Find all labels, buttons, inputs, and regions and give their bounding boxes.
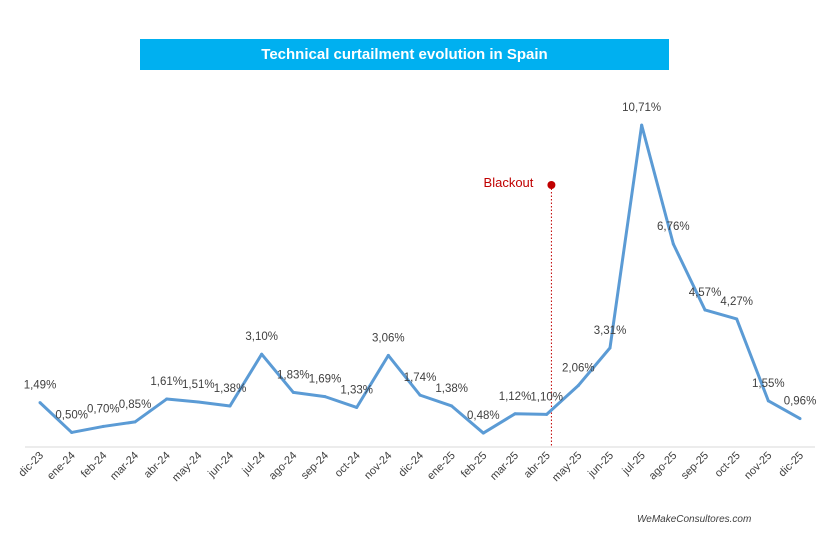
data-label: 2,06%: [562, 362, 595, 374]
data-label: 3,10%: [245, 331, 278, 343]
data-label: 0,50%: [55, 409, 88, 421]
x-tick-label: mar-25: [488, 450, 521, 483]
x-tick-label: may-25: [550, 450, 584, 484]
x-tick-label: sep-24: [299, 450, 331, 482]
x-tick-label: nov-25: [742, 450, 774, 482]
data-label: 1,83%: [277, 369, 310, 381]
data-point: [798, 417, 802, 421]
x-tick-label: jun-24: [205, 450, 236, 481]
data-label: 0,96%: [784, 396, 817, 408]
data-point: [355, 405, 359, 409]
blackout-label: Blackout: [484, 175, 534, 190]
data-point: [766, 399, 770, 403]
data-point: [228, 404, 232, 408]
data-label: 1,69%: [309, 374, 342, 386]
chart-title: Technical curtailment evolution in Spain: [140, 39, 669, 70]
data-point: [481, 431, 485, 435]
x-tick-label: abr-24: [142, 450, 173, 481]
data-point: [101, 424, 105, 428]
data-label: 1,38%: [435, 383, 468, 395]
data-label: 4,57%: [689, 287, 722, 299]
data-point: [418, 393, 422, 397]
data-label: 1,51%: [182, 379, 215, 391]
data-label: 3,06%: [372, 332, 405, 344]
x-tick-label: dic-23: [16, 450, 46, 480]
data-point: [386, 353, 390, 357]
data-point: [703, 308, 707, 312]
data-point: [291, 390, 295, 394]
x-tick-label: ene-25: [425, 450, 458, 483]
data-point: [735, 317, 739, 321]
data-point: [608, 346, 612, 350]
data-point: [323, 395, 327, 399]
data-label: 1,38%: [214, 383, 247, 395]
x-tick-label: feb-25: [459, 450, 490, 481]
x-tick-label: feb-24: [79, 450, 110, 481]
data-label: 1,55%: [752, 378, 785, 390]
data-point: [70, 430, 74, 434]
data-label: 0,85%: [119, 399, 152, 411]
data-point: [640, 123, 644, 127]
x-tick-label: dic-24: [396, 450, 426, 480]
data-point: [671, 242, 675, 246]
x-tick-label: abr-25: [522, 450, 553, 481]
blackout-marker: [547, 181, 556, 189]
data-label: 1,10%: [530, 391, 563, 403]
data-point: [196, 400, 200, 404]
x-tick-label: oct-25: [713, 450, 743, 480]
x-tick-label: ago-25: [647, 450, 680, 483]
x-tick-label: nov-24: [362, 450, 394, 482]
data-label: 3,31%: [594, 325, 627, 337]
data-point: [450, 404, 454, 408]
x-tick-label: ene-24: [45, 450, 78, 483]
data-point: [133, 420, 137, 424]
x-tick-label: sep-25: [679, 450, 711, 482]
data-label: 0,48%: [467, 410, 500, 422]
x-tick-label: dic-25: [776, 450, 806, 480]
x-tick-label: jul-25: [620, 450, 648, 478]
data-label: 10,71%: [622, 102, 661, 114]
data-label: 1,61%: [150, 376, 183, 388]
x-tick-label: jun-25: [585, 450, 616, 481]
data-label: 6,76%: [657, 221, 690, 233]
x-tick-label: may-24: [170, 450, 204, 484]
data-label: 1,49%: [24, 380, 57, 392]
x-tick-label: ago-24: [267, 450, 300, 483]
data-point: [576, 383, 580, 387]
x-tick-label: oct-24: [333, 450, 363, 480]
data-point: [260, 352, 264, 356]
x-tick-label: mar-24: [108, 450, 141, 483]
x-tick-label: jul-24: [240, 450, 268, 478]
data-point: [38, 401, 42, 405]
data-label: 1,12%: [499, 391, 532, 403]
data-point: [545, 412, 549, 416]
data-label: 1,74%: [404, 372, 437, 384]
data-point: [165, 397, 169, 401]
data-label: 0,70%: [87, 403, 120, 415]
data-point: [513, 412, 517, 416]
data-label: 4,27%: [720, 296, 753, 308]
credit-text: WeMakeConsultores.com: [637, 514, 752, 525]
data-label: 1,33%: [340, 384, 373, 396]
